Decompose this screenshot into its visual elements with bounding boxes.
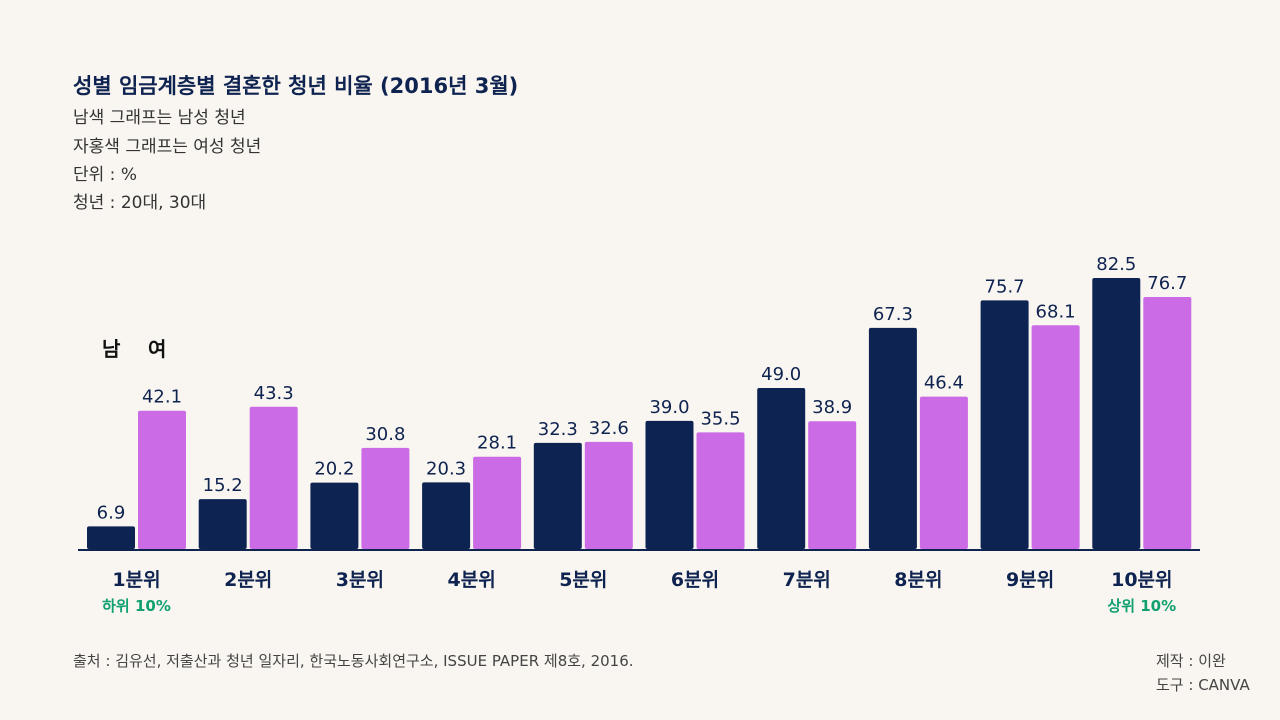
bar-male	[310, 482, 359, 549]
data-label: 46.4	[924, 373, 964, 394]
bar-female	[696, 432, 745, 549]
data-label: 82.5	[1096, 254, 1136, 275]
bar-female	[919, 396, 968, 549]
data-label: 39.0	[649, 397, 689, 418]
category-label: 2분위	[224, 569, 272, 591]
bar-female	[361, 447, 410, 549]
category-label: 5분위	[559, 569, 607, 591]
data-label: 42.1	[142, 387, 182, 408]
bar-male	[980, 300, 1029, 549]
bar-female	[808, 421, 857, 549]
data-label: 32.6	[589, 418, 629, 439]
data-label: 68.1	[1036, 301, 1076, 322]
data-label: 20.3	[426, 458, 466, 479]
data-label: 30.8	[365, 424, 405, 445]
data-label: 67.3	[873, 304, 913, 325]
bar-male	[868, 327, 917, 549]
subtitle-youth: 청년 : 20대, 30대	[73, 193, 207, 213]
maker-note: 제작 : 이완	[1156, 652, 1226, 670]
data-label: 49.0	[761, 364, 801, 385]
data-label: 43.3	[254, 383, 294, 404]
subtitle-unit: 단위 : %	[73, 165, 137, 185]
bar-male	[757, 388, 806, 549]
bar-female	[1143, 297, 1192, 549]
category-label: 3분위	[336, 569, 384, 591]
bar-male	[87, 526, 135, 549]
data-label: 32.3	[538, 419, 578, 440]
legend-female: 여	[148, 337, 167, 361]
data-label: 28.1	[477, 433, 517, 454]
category-label: 10분위	[1111, 569, 1172, 591]
bar-male	[198, 499, 247, 549]
data-label: 35.5	[700, 408, 740, 429]
category-label: 8분위	[894, 569, 942, 591]
chart-title: 성별 임금계층별 결혼한 청년 비율 (2016년 3월)	[73, 74, 519, 98]
source-note: 출처 : 김유선, 저출산과 청년 일자리, 한국노동사회연구소, ISSUE …	[73, 652, 634, 670]
bar-female	[473, 456, 522, 549]
category-label: 7분위	[783, 569, 831, 591]
note-top-10: 상위 10%	[1107, 597, 1176, 615]
data-label: 75.7	[985, 276, 1025, 297]
subtitle-male: 남색 그래프는 남성 청년	[73, 108, 246, 128]
bar-female	[1031, 325, 1080, 549]
data-label: 6.9	[97, 502, 126, 523]
legend-male: 남	[102, 337, 121, 361]
bar-male	[1092, 278, 1141, 549]
bar-female	[138, 410, 186, 549]
subtitle-female: 자홍색 그래프는 여성 청년	[73, 137, 262, 157]
bar-male	[533, 442, 582, 549]
note-bottom-10: 하위 10%	[102, 597, 171, 615]
data-label: 15.2	[203, 475, 243, 496]
bar-male	[645, 420, 694, 549]
category-label: 1분위	[112, 569, 160, 591]
bar-male	[422, 482, 471, 549]
data-label: 38.9	[812, 397, 852, 418]
category-label: 4분위	[448, 569, 496, 591]
category-label: 6분위	[671, 569, 719, 591]
data-label: 76.7	[1147, 273, 1187, 294]
bar-female	[249, 406, 298, 549]
tool-note: 도구 : CANVA	[1156, 676, 1250, 694]
category-label: 9분위	[1006, 569, 1054, 591]
data-label: 20.2	[314, 459, 354, 480]
bar-female	[584, 441, 633, 549]
